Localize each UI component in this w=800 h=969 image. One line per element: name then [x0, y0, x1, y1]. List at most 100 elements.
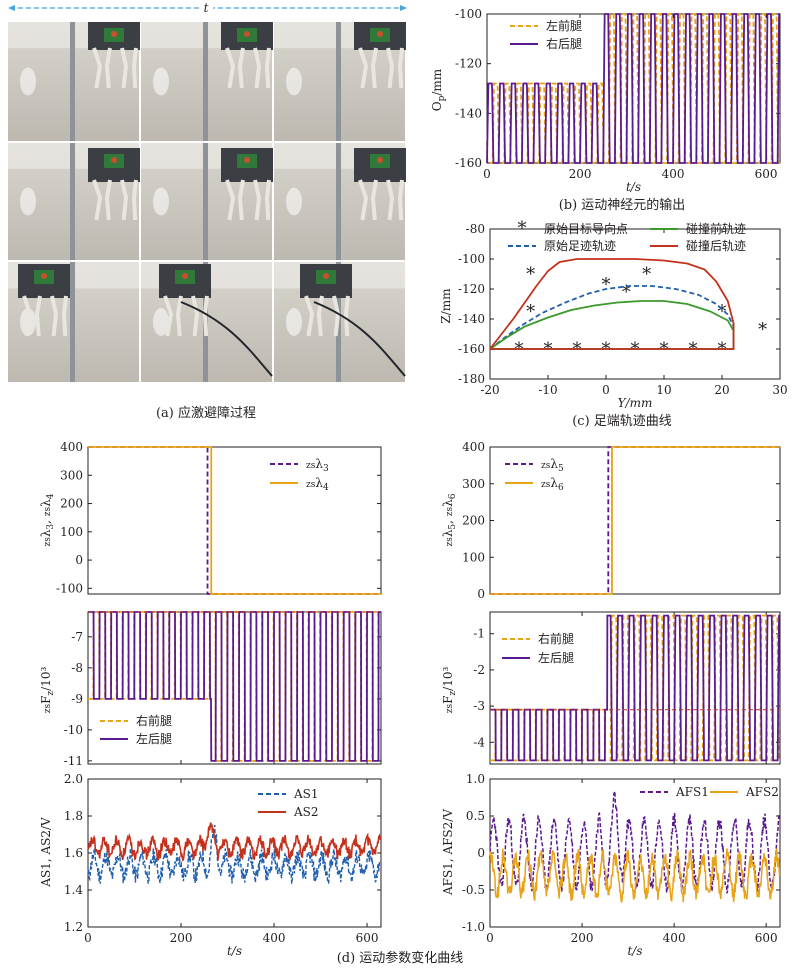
legend-entry: zsλ4 [270, 476, 329, 493]
y-tick-label: 0 [477, 587, 485, 601]
robot [300, 264, 352, 337]
robot-leg [61, 295, 68, 337]
light-reflection [153, 308, 169, 336]
light-reflection [286, 187, 302, 216]
y-tick-label: -160 [458, 342, 485, 356]
x-tick-label: 200 [569, 167, 592, 181]
target-point-marker: * [718, 302, 727, 323]
robot-leg [163, 295, 174, 337]
photo-grid [8, 22, 406, 382]
y-tick-label: -1 [473, 627, 485, 641]
y-tick-label: -3 [473, 699, 485, 713]
y-axis-label: AFS1, AFS2/V [441, 809, 455, 896]
y-tick-label: 400 [462, 440, 485, 454]
force-line [88, 611, 381, 762]
step-line [490, 446, 780, 595]
robot-led [111, 31, 117, 37]
y-tick-label: 300 [462, 477, 485, 491]
robot-leg [386, 179, 395, 221]
legend-entry: 右前腿 [502, 631, 574, 646]
y-axis-label: Z/mm [439, 288, 453, 324]
robot-leg [120, 47, 129, 89]
force-line [490, 614, 780, 762]
light-reflection [20, 67, 36, 96]
light-reflection [153, 187, 169, 216]
rail [70, 262, 75, 382]
y-tick-label: -2 [473, 663, 485, 677]
robot-leg [22, 295, 33, 337]
y-axis-label: zsλ3, zsλ4 [39, 493, 56, 546]
y-tick-label: -140 [455, 106, 482, 120]
y-tick-label: -100 [455, 7, 482, 21]
legend-label: 碰撞后轨迹 [686, 238, 746, 253]
x-axis-label: Y/mm [618, 396, 653, 410]
rail [70, 22, 75, 141]
robot-leg [131, 47, 138, 89]
chart-d-as-voltage: 1.2 1.4 1.6 1.8 2.0 0 200 400 600 t/s AS1, AS2/V AS… [39, 772, 382, 958]
rail [203, 143, 208, 260]
y-tick-label: -11 [64, 754, 83, 768]
legend-entry: zsλ6 [505, 476, 564, 493]
x-tick-label: 400 [263, 931, 286, 945]
robot [18, 264, 70, 337]
x-tick-label: 600 [755, 167, 778, 181]
series-line [486, 13, 780, 164]
y-axis-label: AS1, AS2/V [39, 817, 53, 888]
light-reflection [153, 67, 169, 96]
legend-label: zsλ5 [541, 457, 564, 474]
photo-frame [141, 143, 273, 260]
legend-entry: 右后腿 [510, 36, 582, 51]
legend-box [500, 628, 600, 670]
photo-panel-a: t [8, 1, 407, 382]
light-reflection [286, 308, 302, 336]
legend-entry: AFS1 [640, 785, 709, 799]
series-line [486, 13, 780, 164]
legend-marker: * [518, 218, 527, 239]
caption-a: (a) 应激避障过程 [156, 405, 256, 421]
x-tick-label: 0 [486, 931, 494, 945]
x-tick-label: 10 [656, 383, 671, 397]
legend-label: 碰撞前轨迹 [686, 221, 746, 236]
rail [336, 143, 341, 260]
robot [88, 22, 140, 89]
y-axis-label: Op/mm [430, 68, 447, 111]
legend-label: AS1 [293, 787, 319, 801]
photo-frame [274, 143, 406, 260]
legend-label: 左前腿 [546, 18, 582, 33]
legend-label: 原始目标导向点 [544, 221, 628, 236]
legend-box [98, 710, 208, 754]
y-tick-label: -160 [455, 156, 482, 170]
chart-d-afs-voltage: -1.0 -0.5 0 0.5 1.0 0 200 400 600 t/s AFS1, AFS2/V… [441, 772, 781, 958]
y-axis-label: zsFz/10³ [441, 667, 458, 714]
robot-leg [316, 295, 324, 337]
y-tick-label: -9 [71, 692, 83, 706]
legend-entry: * 原始目标导向点 [518, 218, 629, 239]
y-tick-label: 200 [60, 497, 83, 511]
robot-leg [225, 179, 236, 221]
robot-leg [386, 47, 395, 89]
y-tick-label: -7 [71, 630, 83, 644]
legend-label: zsλ3 [306, 457, 329, 474]
x-tick-label: -20 [480, 383, 499, 397]
y-tick-label: 100 [462, 550, 485, 564]
chart-c-foot-trajectory: -180-160-140-120-100-80-20 -10 0 10 20 30Y/mm… [439, 218, 788, 410]
robot-leg [370, 179, 378, 221]
legend-label: zsλ6 [541, 476, 564, 493]
y-tick-label: 200 [462, 514, 485, 528]
y-tick-label: 1.2 [64, 920, 83, 934]
y-tick-label: 100 [60, 525, 83, 539]
legend-entry: AFS2 [710, 785, 779, 799]
time-arrow-right-icon [400, 5, 407, 11]
legend-entry: zsλ3 [270, 457, 329, 474]
robot-leg [202, 295, 209, 337]
chart-d-lambda34: -100 0 100 200 300 400 zsλ3, zsλ4 zsλ3 zsλ4 [39, 440, 382, 595]
robot [159, 264, 211, 337]
target-point-marker: * [526, 264, 535, 285]
x-tick-label: 0 [483, 167, 491, 181]
rail [336, 22, 341, 141]
robot-leg [370, 47, 378, 89]
legend-label: 右前腿 [136, 713, 172, 728]
x-tick-label: 600 [755, 931, 778, 945]
